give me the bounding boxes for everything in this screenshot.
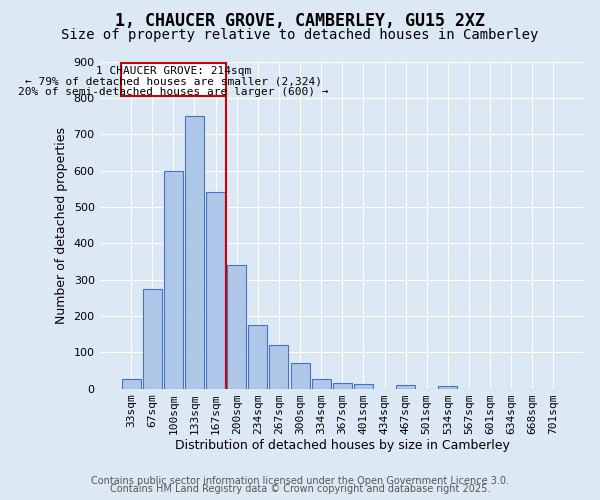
Bar: [333, 383, 352, 388]
Bar: [290, 363, 310, 388]
Bar: [227, 265, 246, 388]
Bar: [206, 192, 225, 388]
Bar: [269, 345, 289, 389]
Bar: [439, 386, 457, 388]
Text: Contains public sector information licensed under the Open Government Licence 3.: Contains public sector information licen…: [91, 476, 509, 486]
X-axis label: Distribution of detached houses by size in Camberley: Distribution of detached houses by size …: [175, 440, 510, 452]
Bar: [143, 288, 162, 388]
Bar: [164, 170, 183, 388]
Bar: [311, 380, 331, 388]
Text: Contains HM Land Registry data © Crown copyright and database right 2025.: Contains HM Land Registry data © Crown c…: [110, 484, 490, 494]
Bar: [122, 380, 140, 388]
Bar: [248, 325, 268, 388]
Text: 1 CHAUCER GROVE: 214sqm: 1 CHAUCER GROVE: 214sqm: [96, 66, 251, 76]
Bar: [396, 385, 415, 388]
Bar: [185, 116, 204, 388]
FancyBboxPatch shape: [121, 64, 226, 96]
Y-axis label: Number of detached properties: Number of detached properties: [55, 126, 68, 324]
Text: 1, CHAUCER GROVE, CAMBERLEY, GU15 2XZ: 1, CHAUCER GROVE, CAMBERLEY, GU15 2XZ: [115, 12, 485, 30]
Text: 20% of semi-detached houses are larger (600) →: 20% of semi-detached houses are larger (…: [18, 86, 329, 97]
Text: Size of property relative to detached houses in Camberley: Size of property relative to detached ho…: [61, 28, 539, 42]
Text: ← 79% of detached houses are smaller (2,324): ← 79% of detached houses are smaller (2,…: [25, 76, 322, 86]
Bar: [354, 384, 373, 388]
